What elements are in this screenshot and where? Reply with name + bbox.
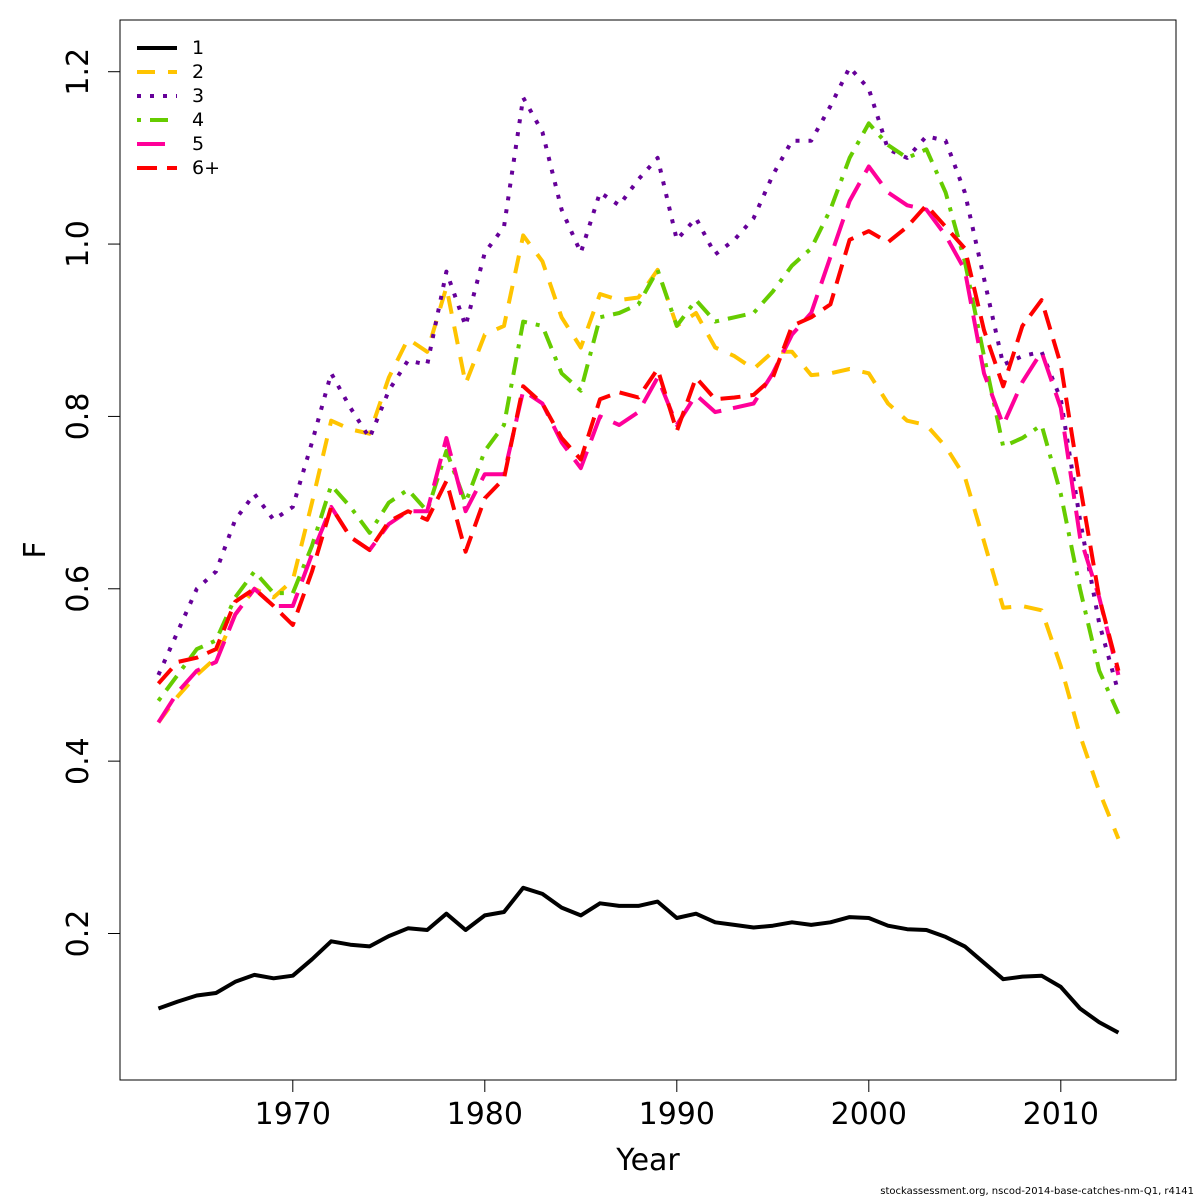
y-tick-label: 0.8 bbox=[61, 393, 96, 441]
legend-label: 6+ bbox=[192, 157, 220, 179]
x-tick-label: 2000 bbox=[831, 1097, 907, 1132]
legend-label: 1 bbox=[192, 37, 204, 59]
y-tick-label: 0.2 bbox=[61, 910, 96, 958]
legend-label: 2 bbox=[192, 61, 204, 83]
x-tick-label: 2010 bbox=[1023, 1097, 1099, 1132]
series-line-2 bbox=[156, 233, 1121, 840]
legend-label: 5 bbox=[192, 133, 204, 155]
y-tick-label: 0.6 bbox=[61, 565, 96, 613]
y-tick-label: 1.2 bbox=[61, 48, 96, 96]
x-tick-label: 1980 bbox=[447, 1097, 523, 1132]
series-line-6plus bbox=[156, 203, 1121, 685]
x-tick-label: 1970 bbox=[255, 1097, 331, 1132]
x-axis-label: Year bbox=[615, 1143, 680, 1178]
legend-label: 3 bbox=[192, 85, 204, 107]
x-axis: 1970 1980 1990 2000 2010 bbox=[255, 1080, 1099, 1132]
plot-frame bbox=[119, 19, 1177, 1081]
series-line-4 bbox=[156, 121, 1121, 715]
series-line-3 bbox=[156, 65, 1121, 693]
legend-label: 4 bbox=[192, 109, 204, 131]
footer-credit: stockassessment.org, nscod-2014-base-cat… bbox=[880, 1186, 1194, 1197]
series-line-1 bbox=[157, 885, 1120, 1035]
series-layer bbox=[156, 65, 1121, 1035]
series-line-5 bbox=[156, 164, 1121, 724]
y-axis-label: F bbox=[18, 541, 53, 558]
y-axis: 0.2 0.4 0.6 0.8 1.0 1.2 bbox=[61, 48, 120, 958]
y-tick-label: 1.0 bbox=[61, 220, 96, 268]
y-tick-label: 0.4 bbox=[61, 737, 96, 785]
x-tick-label: 1990 bbox=[639, 1097, 715, 1132]
